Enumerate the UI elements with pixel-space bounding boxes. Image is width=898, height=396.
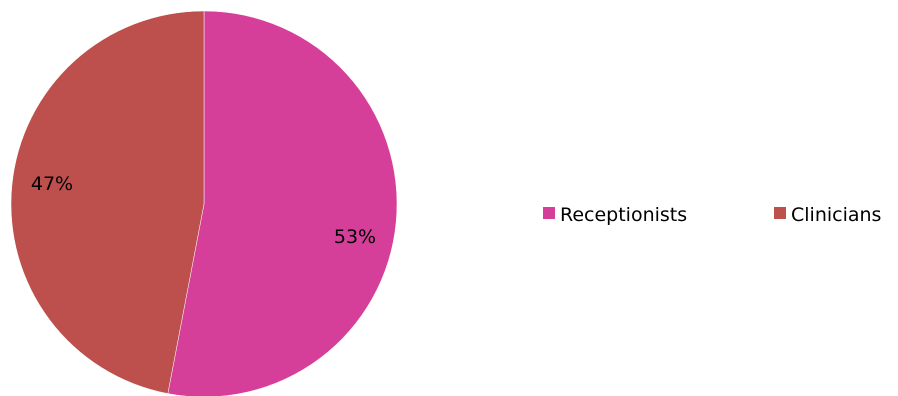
pie-slices xyxy=(10,10,398,396)
data-label-receptionists: 53% xyxy=(334,226,376,248)
legend-swatch-receptionists xyxy=(543,207,555,219)
legend-label-clinicians: Clinicians xyxy=(791,204,881,226)
legend: Receptionists Clinicians xyxy=(543,204,881,226)
legend-label-receptionists: Receptionists xyxy=(560,204,687,226)
pie-slice-receptionists xyxy=(167,10,398,396)
legend-swatch-clinicians xyxy=(774,207,786,219)
pie-slice-clinicians xyxy=(10,10,205,394)
pie-data-labels: 53% 47% xyxy=(31,173,376,248)
data-label-clinicians: 47% xyxy=(31,173,73,195)
